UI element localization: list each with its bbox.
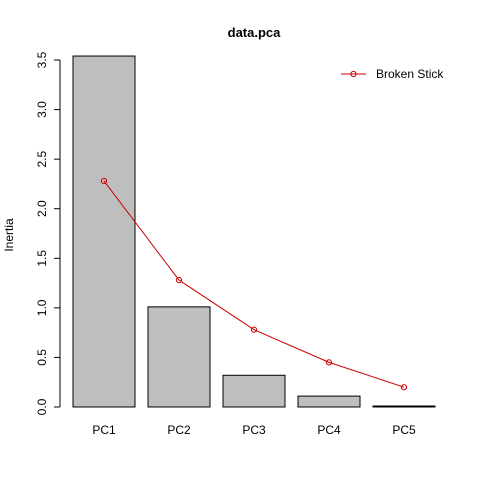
y-tick-label: 1.0 bbox=[35, 299, 49, 316]
bar-pc1 bbox=[72, 55, 136, 408]
y-axis-title: Inertia bbox=[2, 218, 16, 252]
broken-stick-point-pc1 bbox=[100, 177, 108, 185]
x-tick-label-pc1: PC1 bbox=[92, 423, 116, 437]
y-tick-label: 1.5 bbox=[35, 250, 49, 267]
x-tick-label-pc3: PC3 bbox=[242, 423, 266, 437]
x-tick-label-pc5: PC5 bbox=[392, 423, 416, 437]
x-tick-label-pc2: PC2 bbox=[167, 423, 191, 437]
legend-point-swatch bbox=[350, 70, 357, 78]
bar-pc4 bbox=[297, 395, 361, 408]
broken-stick-point-pc5 bbox=[400, 384, 408, 391]
y-tick-label: 0.5 bbox=[35, 349, 49, 366]
y-tick-label: 3.5 bbox=[35, 51, 49, 68]
bar-pc5 bbox=[372, 405, 436, 408]
y-tick-label: 0.0 bbox=[35, 398, 49, 415]
y-tick-label: 2.5 bbox=[35, 150, 49, 167]
x-tick-label-pc4: PC4 bbox=[317, 423, 341, 437]
broken-stick-point-pc2 bbox=[175, 276, 183, 284]
bars-layer bbox=[72, 55, 436, 408]
bar-pc2 bbox=[147, 306, 211, 408]
y-tick-label: 2.0 bbox=[35, 200, 49, 217]
y-tick-label: 3.0 bbox=[35, 101, 49, 118]
legend-label: Broken Stick bbox=[376, 67, 444, 81]
y-axis: 0.0 0.5 1.0 1.5 2.0 2.5 3.0 3.5 bbox=[35, 51, 61, 415]
chart-title: data.pca bbox=[228, 25, 282, 40]
broken-stick-point-pc4 bbox=[325, 359, 333, 366]
broken-stick-line bbox=[103, 180, 405, 388]
broken-stick-point-pc3 bbox=[250, 326, 258, 333]
broken-stick-series bbox=[100, 177, 408, 391]
legend: Broken Stick bbox=[341, 67, 444, 81]
bar-pc3 bbox=[222, 374, 286, 408]
x-axis-labels: PC1 PC2 PC3 PC4 PC5 bbox=[92, 423, 416, 437]
